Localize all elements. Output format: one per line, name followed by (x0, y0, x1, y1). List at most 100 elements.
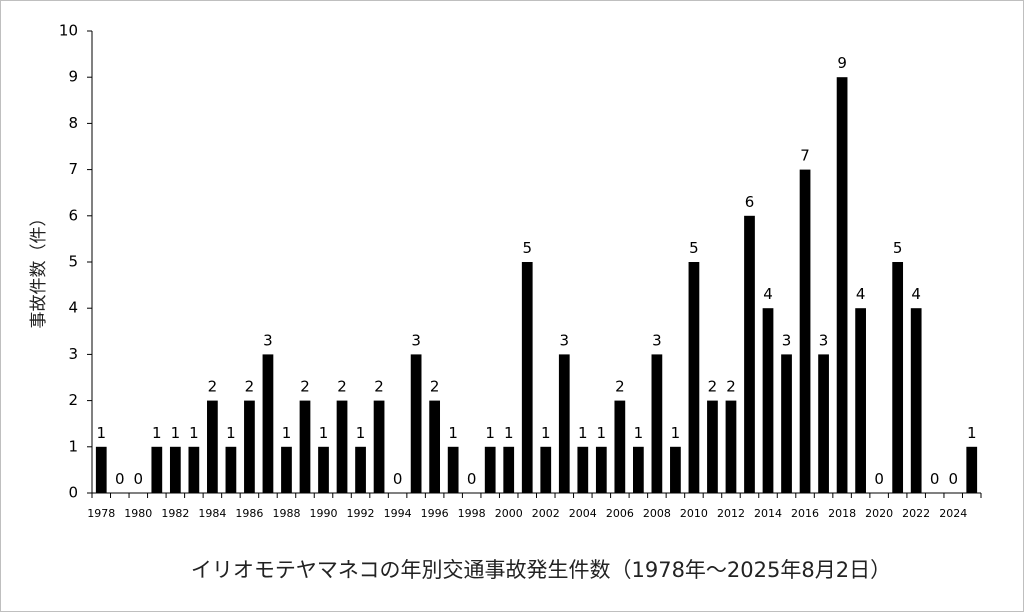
y-axis: 0 1 2 3 4 5 6 7 8 9 10 (59, 22, 93, 502)
bars (95, 77, 978, 494)
bar-2013 (744, 215, 755, 494)
bar-2003 (558, 354, 570, 493)
data-label-1981: 1 (152, 424, 162, 442)
bar-2021 (892, 262, 904, 493)
data-label-1982: 1 (171, 424, 181, 442)
x-tick-label: 2008 (643, 507, 671, 520)
data-label-2003: 3 (560, 331, 570, 349)
y-tick-label: 2 (68, 391, 78, 409)
data-label-2019: 4 (856, 285, 866, 303)
bar-2019 (855, 308, 866, 493)
data-label-2002: 1 (541, 424, 551, 442)
bar-2001 (521, 262, 533, 493)
bar-1986 (244, 400, 255, 493)
data-label-2020: 0 (874, 470, 884, 488)
y-tick-label: 3 (68, 345, 78, 363)
x-tick-label: 1982 (161, 507, 189, 520)
bar-1996 (429, 400, 441, 493)
x-tick-label: 2012 (717, 507, 745, 520)
data-label-2022: 4 (911, 285, 921, 303)
data-label-1999: 1 (485, 424, 495, 442)
bar-1997 (447, 446, 459, 493)
data-label-1978: 1 (96, 424, 106, 442)
x-tick-label: 1990 (310, 507, 338, 520)
bar-2016 (799, 169, 811, 493)
x-tick-label: 2020 (865, 507, 893, 520)
data-label-2016: 7 (800, 147, 810, 165)
bar-2000 (503, 446, 515, 493)
bar-2002 (540, 446, 552, 493)
y-tick-label: 8 (68, 114, 78, 132)
y-tick-label: 6 (68, 206, 78, 224)
bar-1978 (95, 446, 107, 493)
x-tick-label: 2000 (495, 507, 523, 520)
bar-1990 (318, 446, 329, 493)
data-label-1994: 0 (393, 470, 403, 488)
data-label-1985: 1 (226, 424, 236, 442)
data-label-1998: 0 (467, 470, 477, 488)
bar-1981 (151, 446, 163, 493)
data-label-1987: 3 (263, 331, 273, 349)
data-label-2006: 2 (615, 378, 625, 396)
bar-1993 (373, 400, 385, 493)
data-label-1979: 0 (115, 470, 125, 488)
x-tick-label: 2006 (606, 507, 634, 520)
x-tick-label: 2022 (902, 507, 930, 520)
data-label-2010: 5 (689, 239, 699, 257)
x-tick-label: 2018 (828, 507, 856, 520)
data-label-2025: 1 (967, 424, 977, 442)
data-label-2024: 0 (948, 470, 958, 488)
x-tick-label: 2024 (939, 507, 967, 520)
y-tick-label: 7 (68, 160, 78, 178)
x-tick-label: 1996 (421, 507, 449, 520)
data-label-2001: 5 (522, 239, 532, 257)
y-tick-label: 1 (68, 437, 78, 455)
data-label-2014: 4 (763, 285, 773, 303)
bar-2018 (836, 77, 848, 493)
data-label-1980: 0 (134, 470, 144, 488)
data-label-2007: 1 (634, 424, 644, 442)
bar-2022 (910, 308, 922, 493)
y-tick-label: 10 (59, 22, 78, 40)
data-label-2015: 3 (782, 331, 792, 349)
x-tick-label: 1988 (272, 507, 300, 520)
x-tick-label: 2010 (680, 507, 708, 520)
x-tick-label: 2014 (754, 507, 782, 520)
data-label-1986: 2 (245, 378, 255, 396)
bar-2006 (614, 400, 626, 493)
data-label-2023: 0 (930, 470, 940, 488)
data-label-2000: 1 (504, 424, 514, 442)
bar-2017 (818, 354, 829, 493)
bar-1991 (336, 400, 348, 493)
y-tick-label: 9 (68, 68, 78, 86)
data-label-1991: 2 (337, 378, 347, 396)
data-label-2011: 2 (708, 378, 718, 396)
x-tick-label: 1994 (384, 507, 412, 520)
bar-1984 (207, 400, 218, 493)
x-tick-label: 1980 (124, 507, 152, 520)
chart-title: イリオモテヤマネコの年別交通事故発生件数（1978年～2025年8月2日） (191, 558, 891, 582)
data-label-1988: 1 (282, 424, 292, 442)
data-label-1989: 2 (300, 378, 310, 396)
x-tick-label: 2016 (791, 507, 819, 520)
data-label-2008: 3 (652, 331, 662, 349)
data-label-2004: 1 (578, 424, 588, 442)
x-axis: 1978 1980 1982 1984 1986 1988 1990 1992 1994 1996… (87, 492, 982, 520)
bar-2007 (632, 446, 644, 493)
bar-1985 (225, 446, 237, 493)
bar-2008 (651, 354, 663, 493)
data-label-2005: 1 (597, 424, 607, 442)
bar-1999 (484, 446, 496, 493)
data-label-1992: 1 (356, 424, 366, 442)
bar-2009 (670, 446, 681, 493)
bar-2025 (966, 446, 978, 493)
bar-1992 (355, 446, 366, 493)
bar-2015 (781, 354, 792, 493)
bar-2004 (577, 446, 589, 493)
y-axis-label: 事故件数（件） (29, 210, 49, 329)
bar-1987 (262, 354, 274, 493)
data-label-1995: 3 (411, 331, 421, 349)
